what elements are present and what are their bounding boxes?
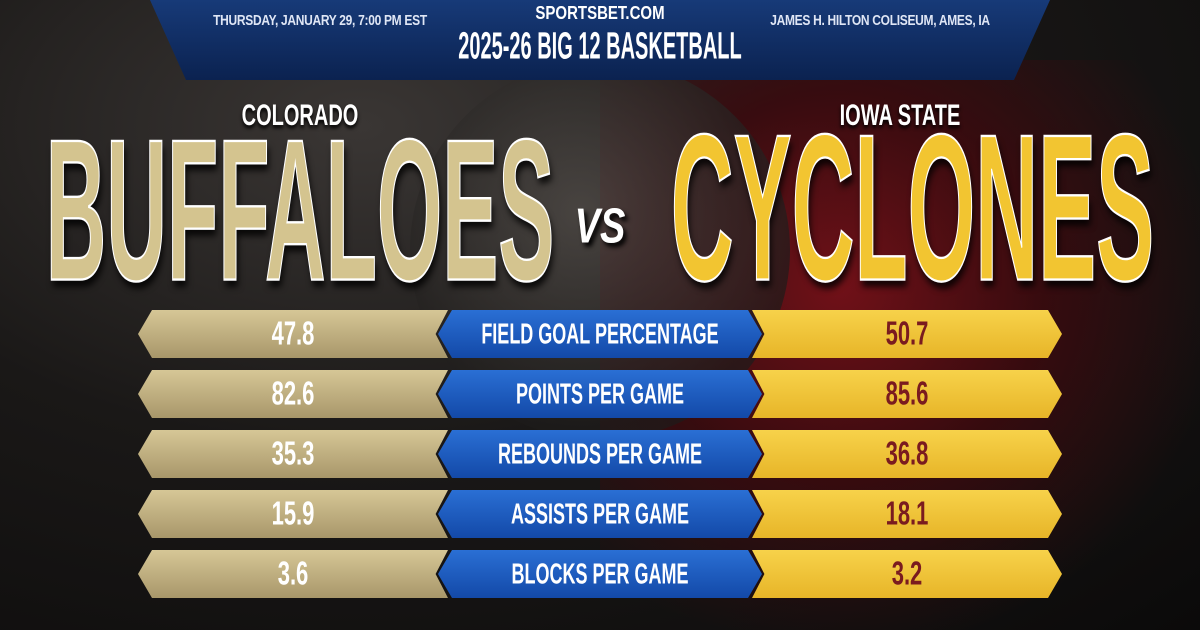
left-team-name: BUFFALOES (45, 97, 555, 323)
venue: JAMES H. HILTON COLISEUM, AMES, IA (770, 11, 990, 29)
left-team-school: COLORADO (241, 99, 359, 133)
site-name: SPORTSBET.COM (535, 3, 665, 24)
left-team-stat: 82.6 (138, 370, 448, 418)
left-team-stat: 35.3 (138, 430, 448, 478)
right-team-stat: 3.2 (752, 550, 1062, 598)
stat-row: 15.9 ASSISTS PER GAME 18.1 (138, 490, 1062, 538)
right-team-stat: 85.6 (752, 370, 1062, 418)
right-team-name: CYCLONES (670, 92, 1155, 326)
stat-row: 47.8 FIELD GOAL PERCENTAGE 50.7 (138, 310, 1062, 358)
stat-label: POINTS PER GAME (438, 370, 762, 418)
stat-label: ASSISTS PER GAME (438, 490, 762, 538)
stat-row: 3.6 BLOCKS PER GAME 3.2 (138, 550, 1062, 598)
stat-label: REBOUNDS PER GAME (438, 430, 762, 478)
right-team-stat: 50.7 (752, 310, 1062, 358)
game-date: THURSDAY, JANUARY 29, 7:00 PM EST (213, 11, 427, 29)
left-team-stat: 15.9 (138, 490, 448, 538)
right-team-school: IOWA STATE (839, 99, 961, 133)
stat-row: 35.3 REBOUNDS PER GAME 36.8 (138, 430, 1062, 478)
right-team-stat: 18.1 (752, 490, 1062, 538)
event-title: 2025-26 BIG 12 BASKETBALL (458, 26, 742, 68)
stat-label: BLOCKS PER GAME (438, 550, 762, 598)
left-team-stat: 3.6 (138, 550, 448, 598)
right-team-stat: 36.8 (752, 430, 1062, 478)
stat-row: 82.6 POINTS PER GAME 85.6 (138, 370, 1062, 418)
vs-label: VS (574, 199, 626, 255)
stat-label: FIELD GOAL PERCENTAGE (438, 310, 762, 358)
left-team-stat: 47.8 (138, 310, 448, 358)
header-banner (150, 0, 1050, 80)
